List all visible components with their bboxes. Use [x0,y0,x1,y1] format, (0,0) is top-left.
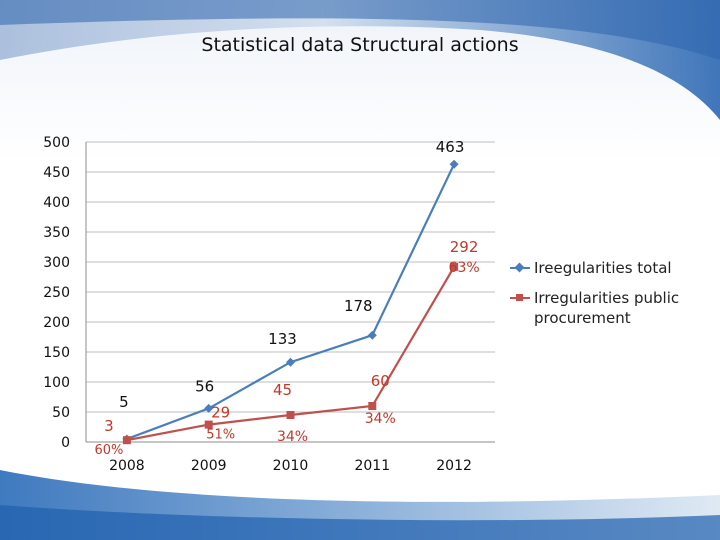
y-tick-label: 0 [61,435,70,451]
data-label-total: 5 [119,393,129,411]
y-tick-label: 500 [43,135,70,151]
percentage-label: 63% [449,260,480,276]
data-point-total [286,357,295,367]
data-label-public-procurement: 292 [450,238,479,256]
square-icon [516,294,523,301]
data-label-total: 463 [436,138,465,156]
diamond-icon [514,262,525,273]
data-label-public-procurement: 3 [104,417,114,435]
y-tick-label: 50 [52,405,70,421]
y-tick-label: 100 [43,375,70,391]
percentage-label: 34% [365,411,396,427]
data-point-public-procurement [204,420,213,429]
y-tick-label: 150 [43,345,70,361]
percentage-label: 60% [94,443,123,458]
legend-item-total: Ireegularities total [510,258,710,278]
data-label-public-procurement: 29 [211,404,230,422]
legend-item-public-procurement: Irregularities public procurement [510,288,710,328]
chart-legend: Ireegularities total Irregularities publ… [510,258,710,338]
y-tick-label: 250 [43,285,70,301]
data-point-total [449,159,459,169]
x-tick-label: 2012 [436,458,472,474]
slide-title: Statistical data Structural actions [201,34,519,56]
data-label-total: 133 [268,330,297,348]
data-point-total [204,403,214,413]
x-tick-label: 2009 [191,458,227,474]
data-point-total [367,330,377,340]
legend-label-total: Ireegularities total [534,259,672,277]
y-tick-label: 350 [43,225,70,241]
data-label-total: 56 [195,377,214,395]
y-tick-label: 400 [43,195,70,211]
percentage-label: 51% [206,428,235,443]
data-point-public-procurement [368,402,377,410]
y-tick-label: 300 [43,255,70,271]
percentage-label: 34% [277,429,308,445]
x-tick-label: 2011 [354,458,390,474]
data-point-public-procurement [450,262,459,271]
x-tick-label: 2008 [109,458,145,474]
data-point-public-procurement [122,436,131,445]
data-point-public-procurement [286,411,295,419]
x-tick-label: 2010 [273,458,309,474]
y-tick-label: 200 [43,315,70,331]
legend-label-public-procurement: Irregularities public procurement [534,289,680,327]
data-label-public-procurement: 60 [371,372,390,390]
data-label-public-procurement: 45 [273,381,292,399]
data-label-total: 178 [344,297,373,315]
y-tick-label: 450 [43,165,70,181]
